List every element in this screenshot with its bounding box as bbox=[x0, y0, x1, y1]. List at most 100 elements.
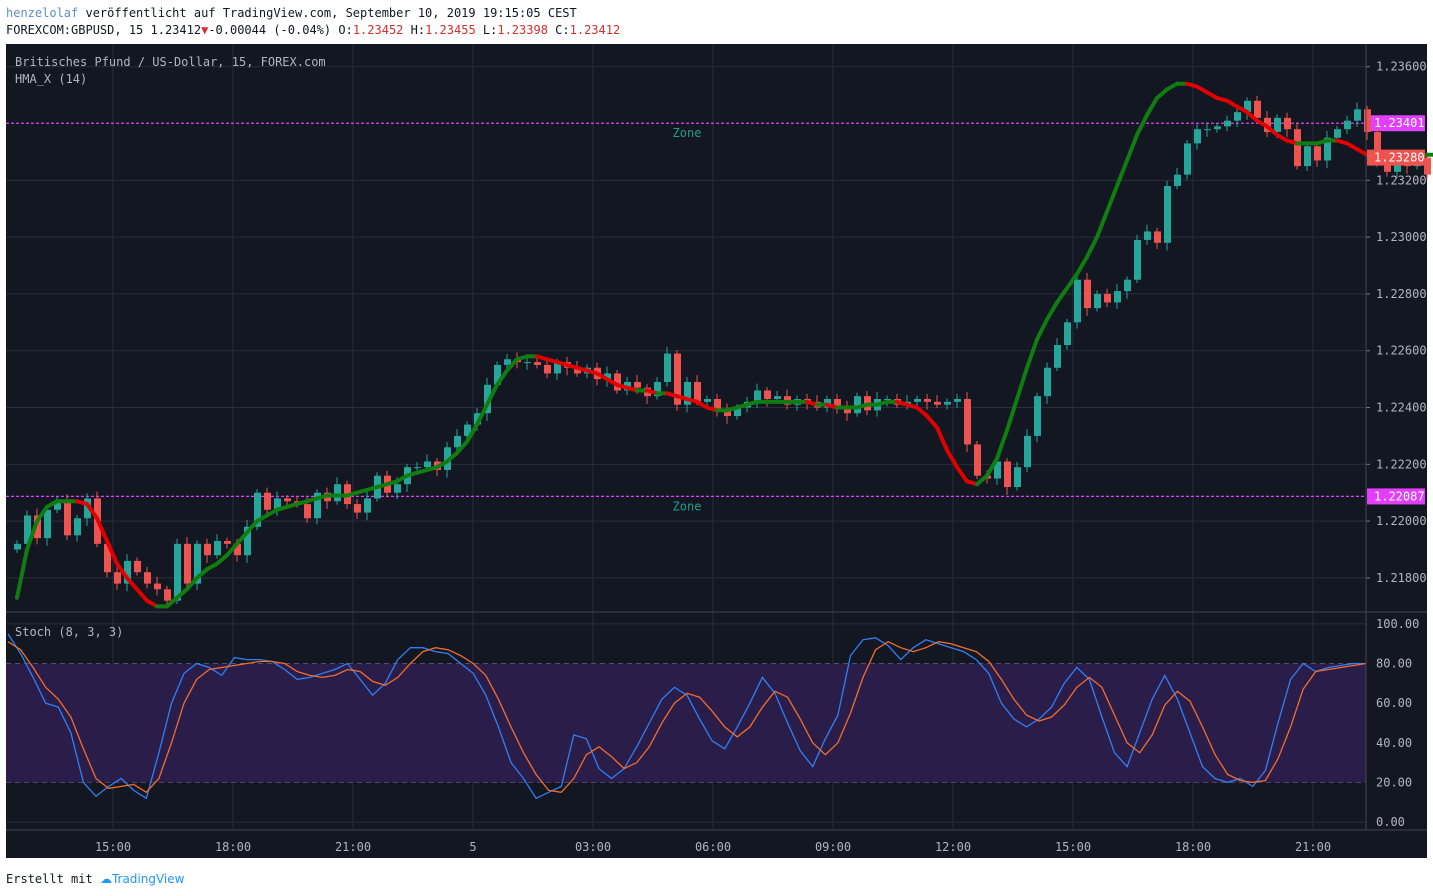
candle-body bbox=[724, 410, 731, 417]
candle-body bbox=[1074, 279, 1081, 323]
hma-segment bbox=[105, 539, 119, 566]
candle-body bbox=[1334, 129, 1341, 138]
y-tick-label: 1.22800 bbox=[1376, 287, 1427, 301]
last-price-label: 1.23280 bbox=[1374, 151, 1425, 165]
hma-segment bbox=[505, 357, 519, 373]
candle-body bbox=[1324, 137, 1331, 161]
candle-body bbox=[934, 401, 941, 405]
stoch-tick-label: 20.00 bbox=[1376, 775, 1412, 789]
candle-body bbox=[664, 353, 671, 382]
candle-body bbox=[44, 509, 51, 539]
x-tick-label: 06:00 bbox=[695, 840, 731, 854]
candle-body bbox=[1364, 109, 1371, 133]
hma-segment bbox=[1115, 158, 1129, 188]
hma-segment bbox=[165, 595, 179, 609]
y-tick-label: 1.23000 bbox=[1376, 230, 1427, 244]
x-tick-label: 09:00 bbox=[815, 840, 851, 854]
candle-body bbox=[234, 543, 241, 556]
candle-body bbox=[1104, 293, 1111, 303]
close-value: 1.23412 bbox=[569, 23, 621, 37]
candle-body bbox=[544, 364, 551, 374]
hma-segment bbox=[465, 422, 479, 444]
hma-segment bbox=[1145, 95, 1159, 117]
candle-body bbox=[1134, 239, 1141, 280]
candle-body bbox=[714, 399, 721, 411]
indicator-label: HMA_X (14) bbox=[15, 72, 87, 86]
candle-body bbox=[1184, 143, 1191, 175]
zone-price-tag bbox=[1367, 488, 1425, 505]
hma-segment bbox=[1105, 184, 1119, 214]
candle-body bbox=[774, 396, 781, 399]
candle-body bbox=[994, 461, 1001, 479]
candle-body bbox=[844, 407, 851, 414]
candle-body bbox=[854, 396, 861, 414]
candle-body bbox=[184, 543, 191, 584]
y-tick-label: 1.21800 bbox=[1376, 571, 1427, 585]
candle-body bbox=[34, 515, 41, 539]
hma-segment bbox=[995, 428, 1009, 461]
hma-segment bbox=[225, 541, 239, 558]
candle-body bbox=[14, 543, 21, 550]
candle-body bbox=[1004, 461, 1011, 488]
candle-body bbox=[364, 498, 371, 513]
open-label: O: bbox=[338, 23, 353, 37]
candle-body bbox=[1294, 129, 1301, 167]
price-change: -0.00044 (-0.04%) bbox=[208, 23, 332, 37]
candle-body bbox=[1284, 117, 1291, 130]
candle-body bbox=[254, 492, 261, 527]
hma-segment bbox=[1065, 272, 1079, 291]
hma-segment bbox=[1035, 317, 1049, 342]
candle-body bbox=[484, 384, 491, 414]
x-tick-label: 12:00 bbox=[935, 840, 971, 854]
candle-body bbox=[1224, 120, 1231, 127]
candle-body bbox=[214, 541, 221, 556]
chart-title: Britisches Pfund / US-Dollar, 15, FOREX.… bbox=[15, 55, 326, 69]
candle-body bbox=[134, 560, 141, 573]
tradingview-logo-icon[interactable]: ☁ bbox=[99, 872, 112, 886]
candle-body bbox=[674, 353, 681, 405]
candle-body bbox=[1164, 186, 1171, 243]
candle-body bbox=[1144, 231, 1151, 240]
candle-body bbox=[924, 399, 931, 402]
candle-body bbox=[604, 373, 611, 380]
low-value: 1.23398 bbox=[497, 23, 548, 37]
hma-segment bbox=[915, 405, 929, 419]
candle-body bbox=[1374, 132, 1381, 164]
candle-body bbox=[264, 492, 271, 510]
x-tick-label: 5 bbox=[469, 840, 476, 854]
hma-segment bbox=[445, 450, 459, 464]
y-tick-label: 1.22400 bbox=[1376, 401, 1427, 415]
x-tick-label: 18:00 bbox=[215, 840, 251, 854]
candle-body bbox=[284, 498, 291, 502]
hma-segment bbox=[945, 448, 959, 470]
hma-line bbox=[15, 81, 1433, 609]
hma-segment bbox=[115, 561, 129, 580]
stoch-tick-label: 100.00 bbox=[1376, 617, 1419, 631]
hma-segment bbox=[1135, 113, 1149, 137]
x-tick-label: 03:00 bbox=[575, 840, 611, 854]
stoch-band bbox=[6, 663, 1366, 783]
hma-segment bbox=[485, 382, 499, 407]
close-label: C: bbox=[555, 23, 570, 37]
publish-info: henzelolaf veröffentlicht auf TradingVie… bbox=[6, 6, 577, 20]
author-link[interactable]: henzelolaf bbox=[6, 6, 79, 20]
tradingview-brand[interactable]: TradingView bbox=[111, 872, 185, 886]
candle-body bbox=[1124, 279, 1131, 292]
x-tick-label: 21:00 bbox=[335, 840, 371, 854]
candle-body bbox=[554, 362, 561, 374]
candle-body bbox=[1024, 435, 1031, 468]
y-tick-label: 1.22000 bbox=[1376, 514, 1427, 528]
candle-body bbox=[1214, 126, 1221, 130]
candle-body bbox=[174, 543, 181, 601]
zone-price-tag bbox=[1367, 115, 1425, 132]
hma-segment bbox=[475, 402, 489, 427]
candle-body bbox=[634, 381, 641, 388]
stoch-k-line bbox=[7, 633, 1366, 800]
candle-body bbox=[274, 498, 281, 510]
candle-body bbox=[304, 504, 311, 519]
candle-body bbox=[1034, 396, 1041, 436]
candle-body bbox=[534, 362, 541, 365]
x-tick-label: 21:00 bbox=[1295, 840, 1331, 854]
symbol-info: FOREXCOM:GBPUSD, 15 1.23412 bbox=[6, 23, 202, 37]
